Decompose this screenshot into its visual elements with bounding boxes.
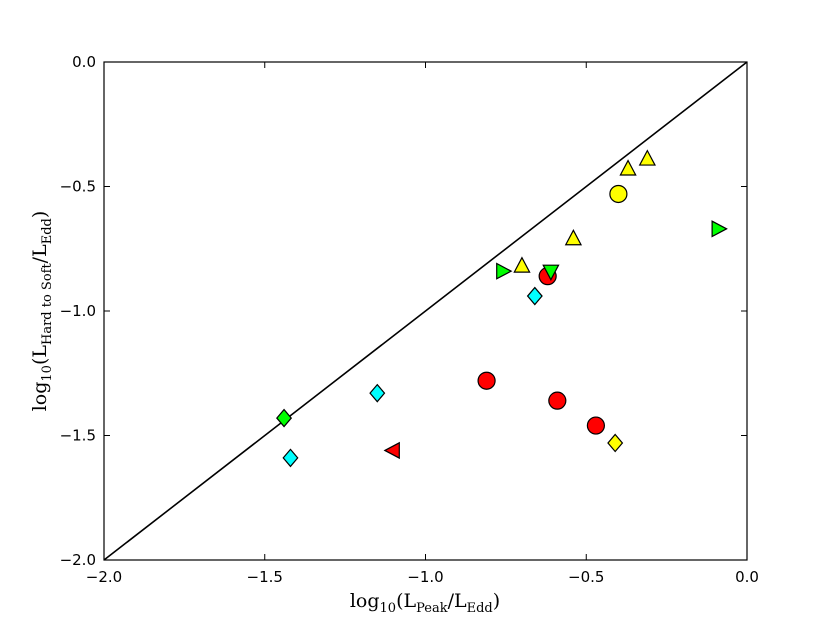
circle-marker (477, 371, 496, 390)
x-tick-label: −2.0 (86, 568, 122, 586)
triangle-up-marker (564, 229, 583, 246)
diamond-marker (607, 433, 624, 453)
x-tick-label: −1.5 (247, 568, 283, 586)
triangle-right-marker (711, 220, 728, 238)
triangle-up-marker (638, 149, 656, 166)
y-tick-label: −1.0 (60, 302, 96, 320)
one-to-one-line (103, 61, 748, 561)
y-tick-label: 0.0 (72, 53, 96, 71)
plot-marks (103, 61, 748, 561)
triangle-up-marker (513, 256, 531, 273)
triangle-up-marker (619, 159, 637, 176)
triangle-left-marker (383, 441, 400, 460)
x-tick-label: −0.5 (568, 568, 604, 586)
triangle-right-marker (496, 262, 513, 280)
diamond-marker (369, 383, 386, 403)
triangle-down-marker (542, 264, 560, 281)
x-tick-label: 0.0 (735, 568, 759, 586)
x-axis-label: log10(LPeak/LEdd) (350, 590, 500, 616)
circle-marker (609, 184, 628, 204)
y-tick-label: −2.0 (60, 551, 96, 569)
diamond-marker (526, 286, 543, 306)
y-tick-label: −1.5 (60, 427, 96, 445)
axis-ticks: −2.0 −1.5 −1.0 −0.5 0.0 −2.0 −1.5 −1.0 −0.5 0.0 (60, 53, 759, 586)
y-tick-label: −0.5 (60, 178, 96, 196)
x-tick-label: −1.0 (407, 568, 443, 586)
y-axis-label: log10(LHard to Soft/LEdd) (29, 211, 55, 412)
diamond-marker (282, 448, 299, 468)
circle-marker (548, 391, 567, 410)
circle-marker (586, 416, 605, 435)
diamond-marker (276, 408, 293, 428)
